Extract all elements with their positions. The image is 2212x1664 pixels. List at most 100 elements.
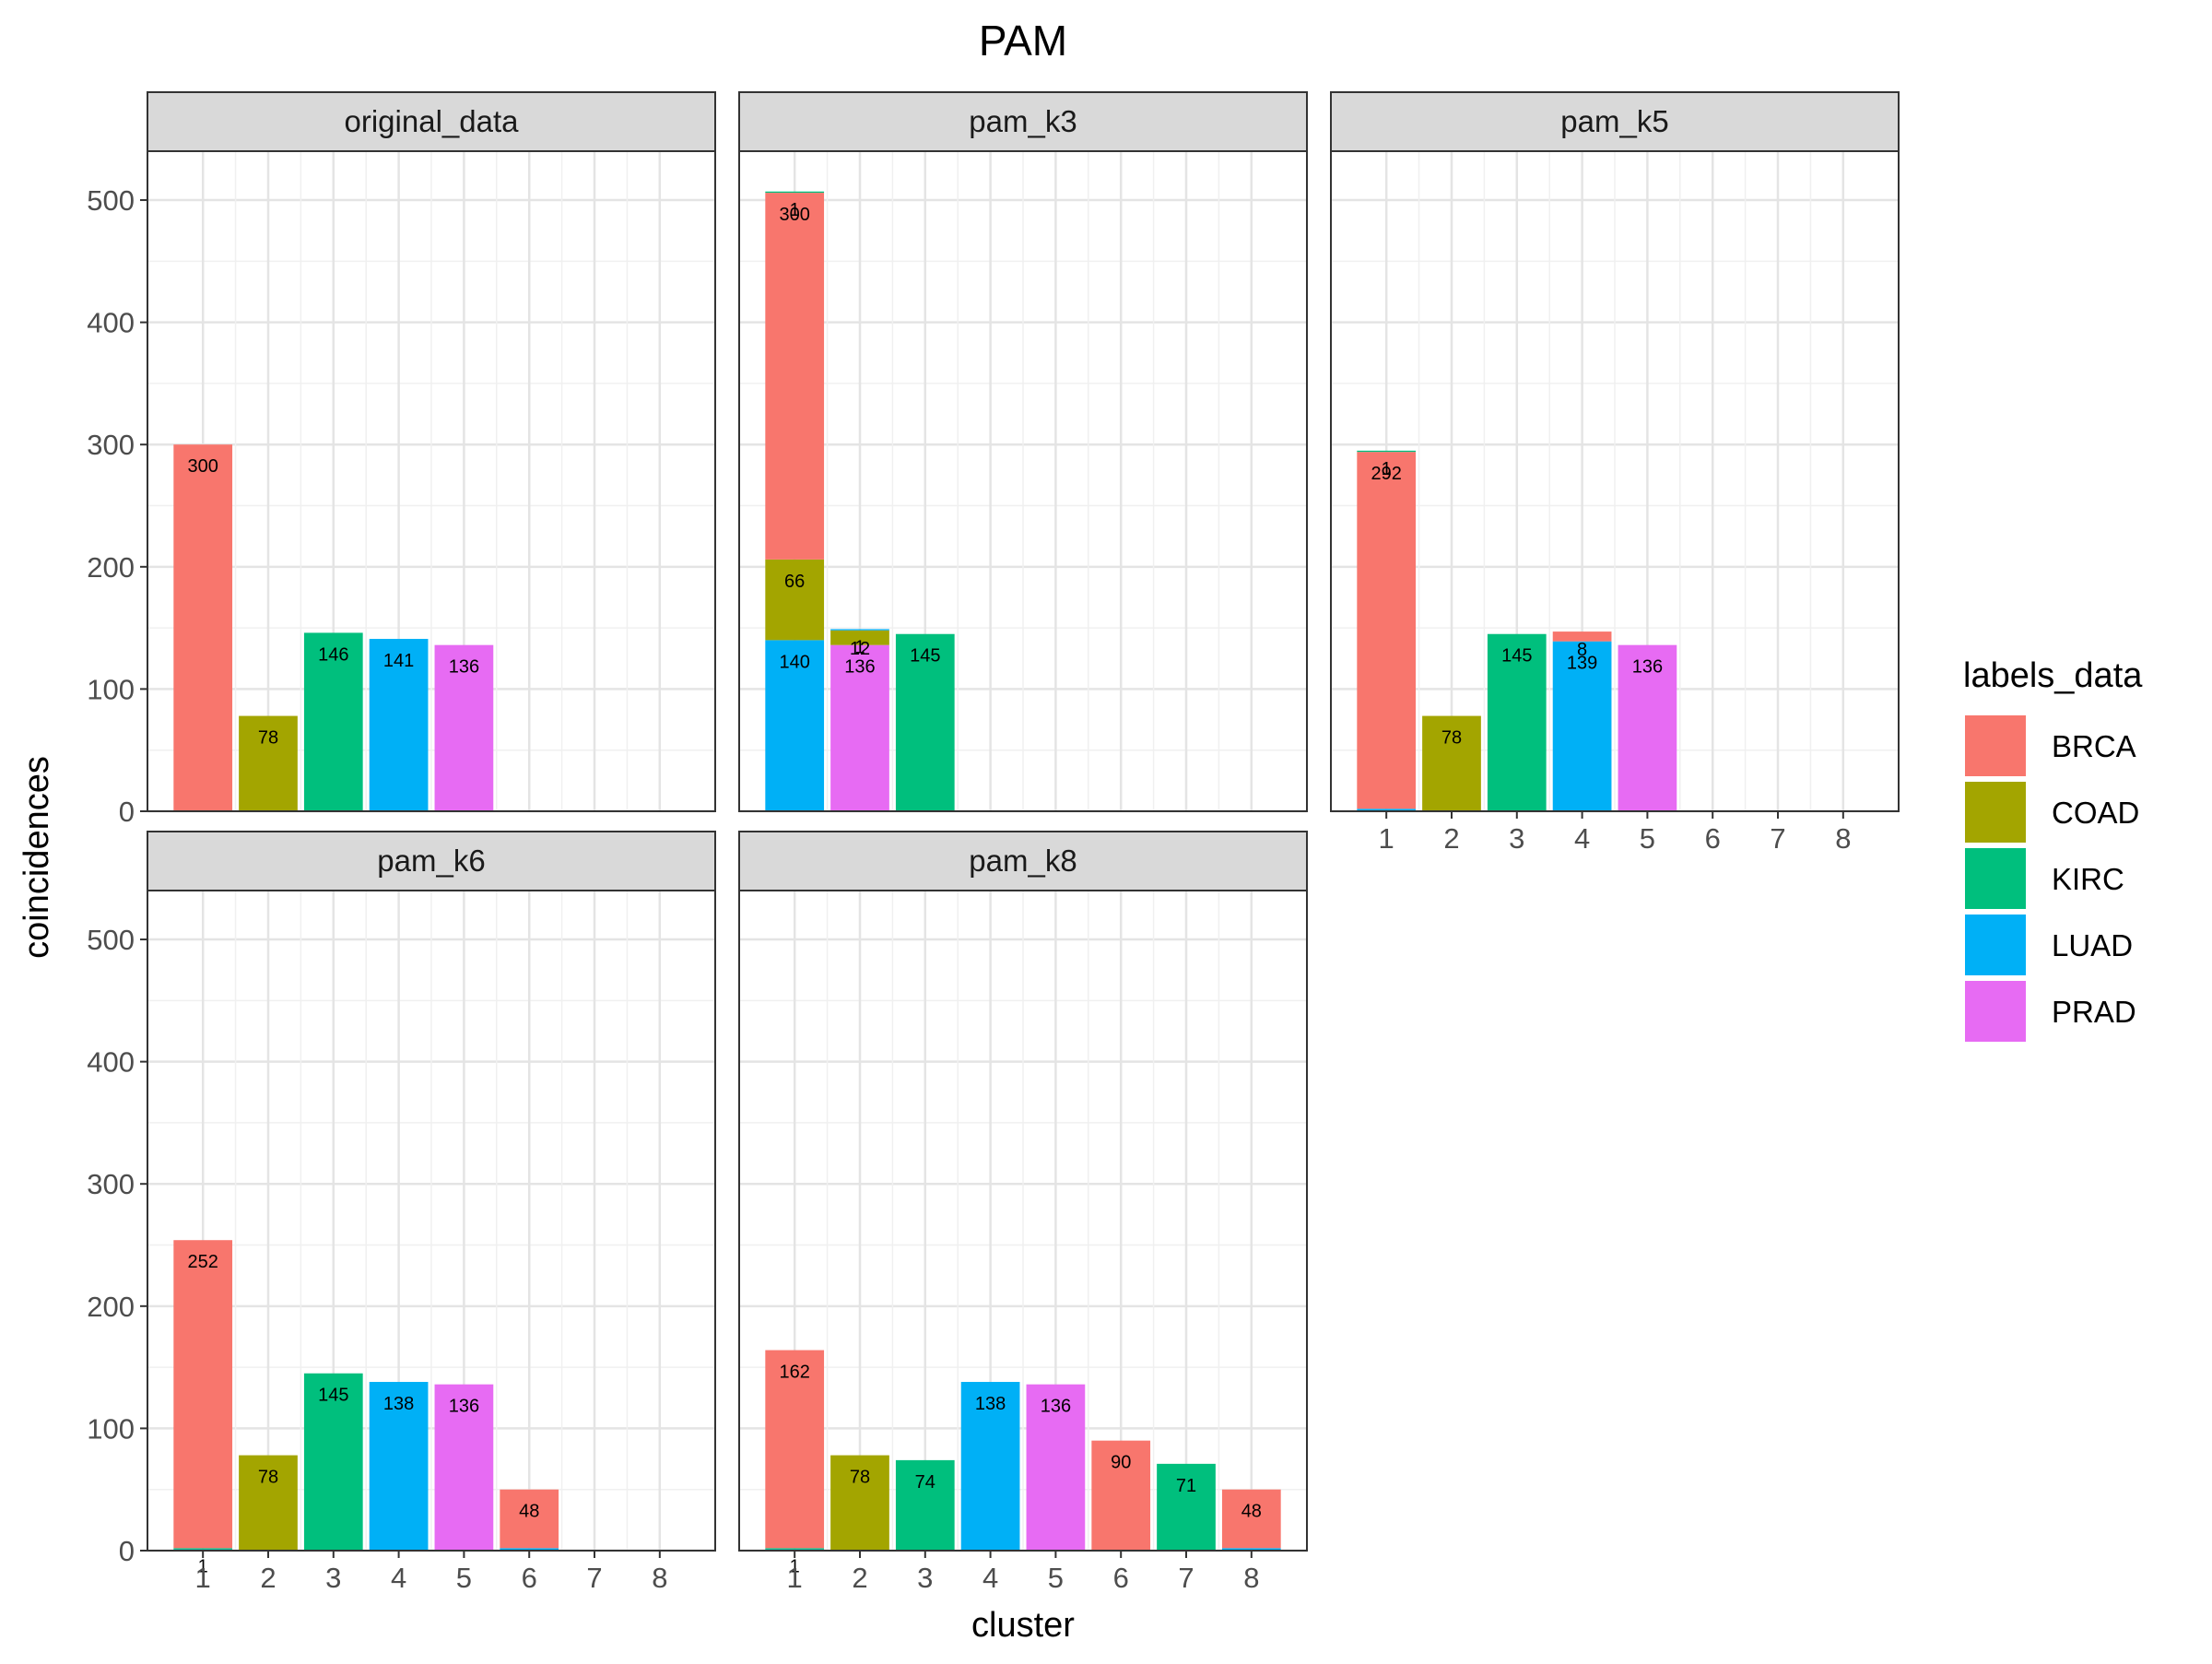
legend-label: LUAD [2052, 928, 2133, 962]
x-tick-label: 2 [1443, 822, 1459, 855]
legend-item-prad: PRAD [1965, 981, 2136, 1042]
bar-value-label: 78 [850, 1468, 870, 1488]
x-tick-label: 1 [787, 1562, 803, 1594]
bar-value-label: 145 [318, 1386, 348, 1406]
y-tick-label: 500 [87, 184, 135, 217]
facet-strip [147, 91, 716, 152]
legend-title: labels_data [1963, 656, 2143, 695]
x-tick-label: 2 [852, 1562, 867, 1594]
panel-border [147, 890, 716, 1552]
bar-segment-brca [765, 193, 825, 560]
facet-panel-pam_k5: pam_k52292178145139813612345678 [1330, 91, 1900, 855]
bar-value-label: 145 [910, 646, 940, 667]
facet-strip [147, 831, 716, 891]
x-tick-label: 6 [522, 1562, 537, 1594]
bar-value-label: 12 [850, 639, 870, 659]
bar-value-label: 140 [779, 652, 809, 672]
legend-label: PRAD [2052, 995, 2136, 1029]
bar-value-label: 139 [1567, 654, 1597, 674]
legend-key-coad [1965, 782, 2026, 843]
bar-segment-luad [369, 639, 429, 811]
legend-key-prad [1965, 981, 2026, 1042]
bar-segment-brca [765, 1350, 825, 1549]
bar-value-label: 162 [779, 1363, 809, 1383]
bar-segment-brca [1091, 1440, 1151, 1551]
bar-segment-coad [830, 630, 889, 645]
y-tick-label: 300 [87, 429, 135, 461]
bar-value-label: 292 [1371, 464, 1401, 484]
y-tick-label: 200 [87, 1291, 135, 1323]
legend-label: BRCA [2052, 729, 2136, 763]
bar-segment-kirc [895, 633, 955, 811]
bar-segment-luad [830, 629, 889, 631]
panel-border [1330, 150, 1900, 812]
bar-value-label: 1 [854, 637, 865, 657]
y-tick-label: 500 [87, 924, 135, 956]
bar-segment-prad [1618, 644, 1677, 811]
bar-segment-coad [1422, 715, 1481, 811]
legend-item-brca: BRCA [1965, 715, 2136, 776]
x-tick-label: 7 [1770, 822, 1785, 855]
y-tick-label: 400 [87, 307, 135, 339]
bar-segment-kirc [765, 191, 825, 194]
bar-value-label: 252 [187, 1252, 218, 1272]
legend-label: KIRC [2052, 862, 2124, 896]
bar-segment-coad [765, 559, 825, 641]
legend-item-kirc: KIRC [1965, 848, 2124, 909]
x-tick-label: 6 [1705, 822, 1721, 855]
bar-value-label: 300 [779, 205, 809, 225]
bar-segment-brca [1552, 631, 1612, 642]
chart-title: PAM [979, 17, 1067, 65]
facet-strip-label: pam_k8 [969, 844, 1077, 878]
bar-value-label: 78 [258, 728, 278, 749]
x-tick-label: 2 [260, 1562, 276, 1594]
bar-value-label: 8 [1577, 640, 1587, 660]
x-tick-label: 8 [1835, 822, 1851, 855]
x-tick-label: 1 [195, 1562, 211, 1594]
bar-segment-luad [1357, 808, 1417, 811]
y-tick-label: 100 [87, 1412, 135, 1445]
bar-segment-kirc [1357, 450, 1417, 453]
bar-value-label: 300 [187, 456, 218, 477]
bar-value-label: 136 [844, 657, 875, 678]
x-tick-label: 3 [325, 1562, 341, 1594]
bar-value-label: 1 [198, 1556, 208, 1576]
bar-segment-brca [173, 1240, 233, 1549]
x-tick-label: 8 [1243, 1562, 1259, 1594]
facet-strip-label: pam_k5 [1560, 104, 1668, 138]
facet-strip [738, 831, 1308, 891]
bar-value-label: 78 [258, 1468, 278, 1488]
bar-value-label: 136 [1041, 1397, 1071, 1417]
bar-segment-brca [1221, 1489, 1281, 1549]
bar-value-label: 74 [915, 1472, 935, 1493]
y-tick-label: 200 [87, 551, 135, 584]
x-tick-label: 4 [1574, 822, 1590, 855]
y-tick-label: 300 [87, 1168, 135, 1200]
bar-value-label: 146 [318, 644, 348, 665]
legend-key-brca [1965, 715, 2026, 776]
bar-segment-prad [434, 644, 494, 811]
x-tick-label: 7 [586, 1562, 602, 1594]
facet-strip [738, 91, 1308, 152]
bar-segment-luad [960, 1382, 1020, 1551]
bar-value-label: 90 [1111, 1453, 1131, 1473]
panel-border [147, 150, 716, 812]
x-tick-label: 5 [456, 1562, 472, 1594]
bar-value-label: 136 [449, 1397, 479, 1417]
facet-panel-original_data: original_data 300 78 146 141 136 0 100 200 300 400… [87, 91, 716, 828]
bar-value-label: 66 [784, 572, 805, 592]
bar-segment-prad [434, 1384, 494, 1551]
facet-panel-pam_k6: pam_k61125278145138136248010020030040050… [87, 831, 716, 1594]
x-axis-title: cluster [971, 1606, 1075, 1645]
bar-value-label: 48 [519, 1502, 539, 1522]
bar-segment-kirc [173, 1548, 233, 1550]
legend-key-kirc [1965, 848, 2026, 909]
legend-item-luad: LUAD [1965, 915, 2133, 975]
bar-value-label: 145 [1501, 646, 1532, 667]
x-tick-label: 5 [1640, 822, 1655, 855]
y-tick-label: 0 [119, 1535, 135, 1567]
bar-value-label: 138 [383, 1394, 414, 1414]
bar-segment-coad [239, 1455, 298, 1551]
legend-item-coad: COAD [1965, 782, 2139, 843]
